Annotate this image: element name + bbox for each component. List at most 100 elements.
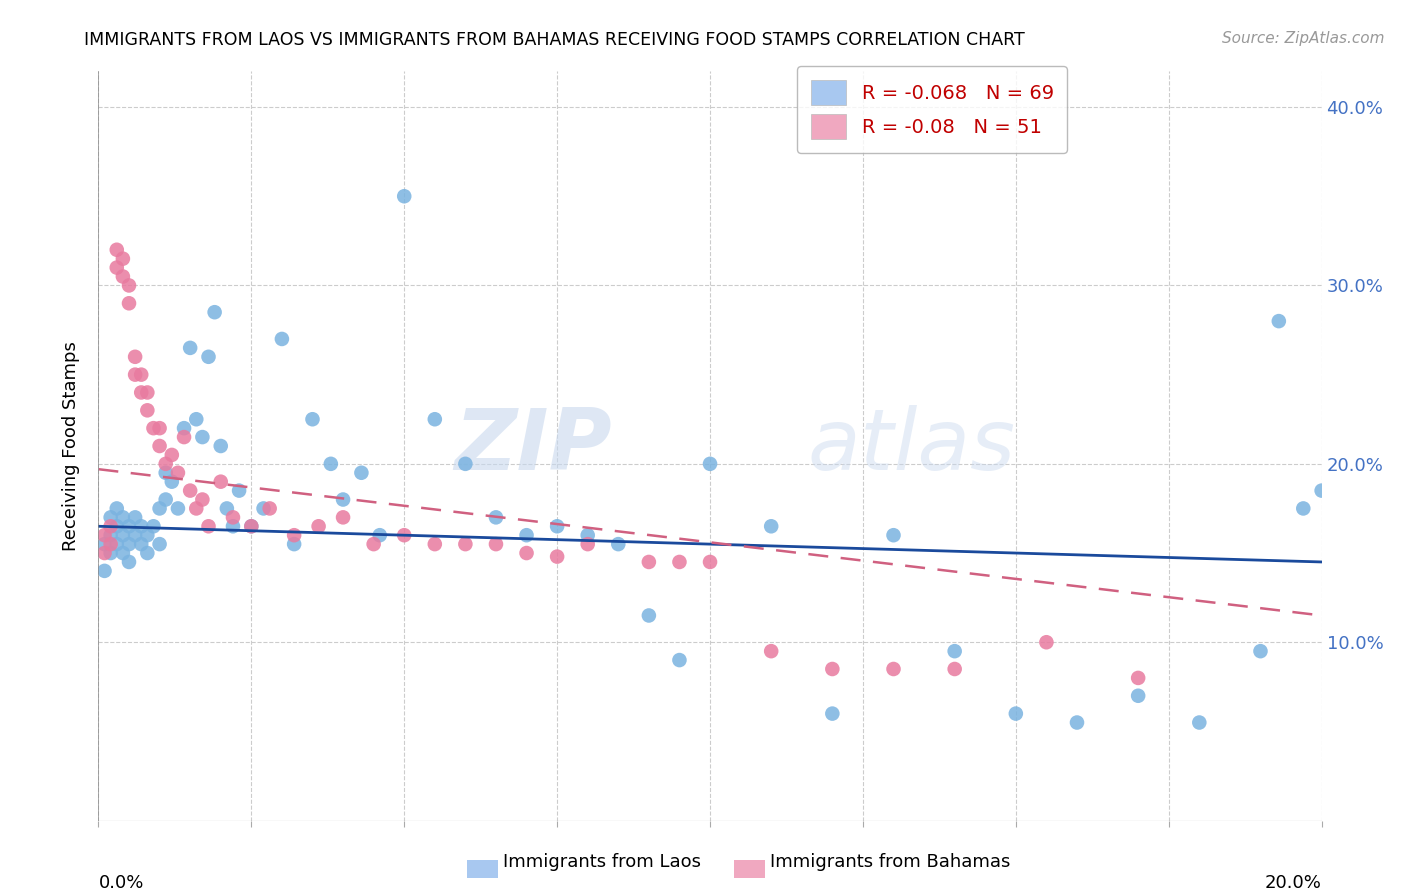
Point [105, 243, 128, 257]
Point [215, 501, 238, 516]
Point [136, 385, 159, 400]
Point [546, 519, 568, 533]
Point [943, 662, 966, 676]
Point [129, 385, 152, 400]
Text: Source: ZipAtlas.com: Source: ZipAtlas.com [1222, 31, 1385, 46]
Point [167, 501, 190, 516]
Point [228, 483, 250, 498]
Point [142, 519, 165, 533]
Point [240, 519, 263, 533]
Text: 20.0%: 20.0% [1265, 874, 1322, 892]
Point [160, 448, 183, 462]
Point [423, 412, 446, 426]
Point [136, 528, 159, 542]
Point [93, 537, 115, 551]
Point [392, 528, 416, 542]
Point [283, 537, 305, 551]
Point [173, 430, 195, 444]
Point [118, 296, 141, 310]
Point [191, 430, 214, 444]
Point [516, 528, 538, 542]
Point [209, 475, 232, 489]
Point [759, 644, 782, 658]
Point [637, 608, 661, 623]
Point [252, 501, 274, 516]
Point [1128, 689, 1150, 703]
Point [149, 421, 172, 435]
Point [668, 653, 690, 667]
Point [301, 412, 323, 426]
Point [124, 350, 146, 364]
Point [259, 501, 281, 516]
Point [105, 519, 128, 533]
Text: ZIP: ZIP [454, 404, 612, 488]
Point [699, 555, 721, 569]
Point [821, 662, 844, 676]
Point [124, 368, 146, 382]
Point [319, 457, 342, 471]
Point [332, 510, 354, 524]
Point [454, 537, 477, 551]
Point [350, 466, 373, 480]
Point [93, 546, 115, 560]
Point [118, 278, 141, 293]
Point [1188, 715, 1211, 730]
Point [149, 537, 172, 551]
Point [821, 706, 844, 721]
Point [576, 537, 599, 551]
Point [368, 528, 391, 542]
Point [197, 350, 219, 364]
Point [129, 368, 152, 382]
Point [105, 260, 128, 275]
Point [111, 252, 134, 266]
Point [454, 457, 477, 471]
Point [100, 537, 122, 551]
Point [149, 501, 172, 516]
Point [637, 555, 661, 569]
Point [1310, 483, 1333, 498]
Point [186, 501, 208, 516]
Point [118, 537, 141, 551]
Point [105, 537, 128, 551]
Point [100, 519, 122, 533]
Point [173, 421, 195, 435]
Point [332, 492, 354, 507]
Legend: R = -0.068   N = 69, R = -0.08   N = 51: R = -0.068 N = 69, R = -0.08 N = 51 [797, 66, 1067, 153]
Point [1268, 314, 1291, 328]
Point [129, 537, 152, 551]
Text: Immigrants from Laos: Immigrants from Laos [503, 853, 702, 871]
Point [155, 457, 177, 471]
Point [308, 519, 330, 533]
Point [516, 546, 538, 560]
Point [129, 519, 152, 533]
Point [699, 457, 721, 471]
Point [105, 501, 128, 516]
Point [668, 555, 690, 569]
Point [186, 412, 208, 426]
Point [179, 483, 201, 498]
Point [191, 492, 214, 507]
Point [111, 546, 134, 560]
Point [124, 528, 146, 542]
Point [149, 439, 172, 453]
Point [759, 519, 782, 533]
Text: IMMIGRANTS FROM LAOS VS IMMIGRANTS FROM BAHAMAS RECEIVING FOOD STAMPS CORRELATIO: IMMIGRANTS FROM LAOS VS IMMIGRANTS FROM … [84, 31, 1025, 49]
Point [100, 546, 122, 560]
Point [197, 519, 219, 533]
Point [160, 475, 183, 489]
Point [100, 510, 122, 524]
Point [546, 549, 568, 564]
Point [111, 510, 134, 524]
Point [485, 510, 508, 524]
Point [283, 528, 305, 542]
Point [270, 332, 292, 346]
Point [167, 466, 190, 480]
Point [179, 341, 201, 355]
Point [111, 528, 134, 542]
Point [204, 305, 226, 319]
Point [209, 439, 232, 453]
Point [883, 528, 905, 542]
Point [883, 662, 905, 676]
Point [93, 564, 115, 578]
Text: 0.0%: 0.0% [98, 874, 143, 892]
